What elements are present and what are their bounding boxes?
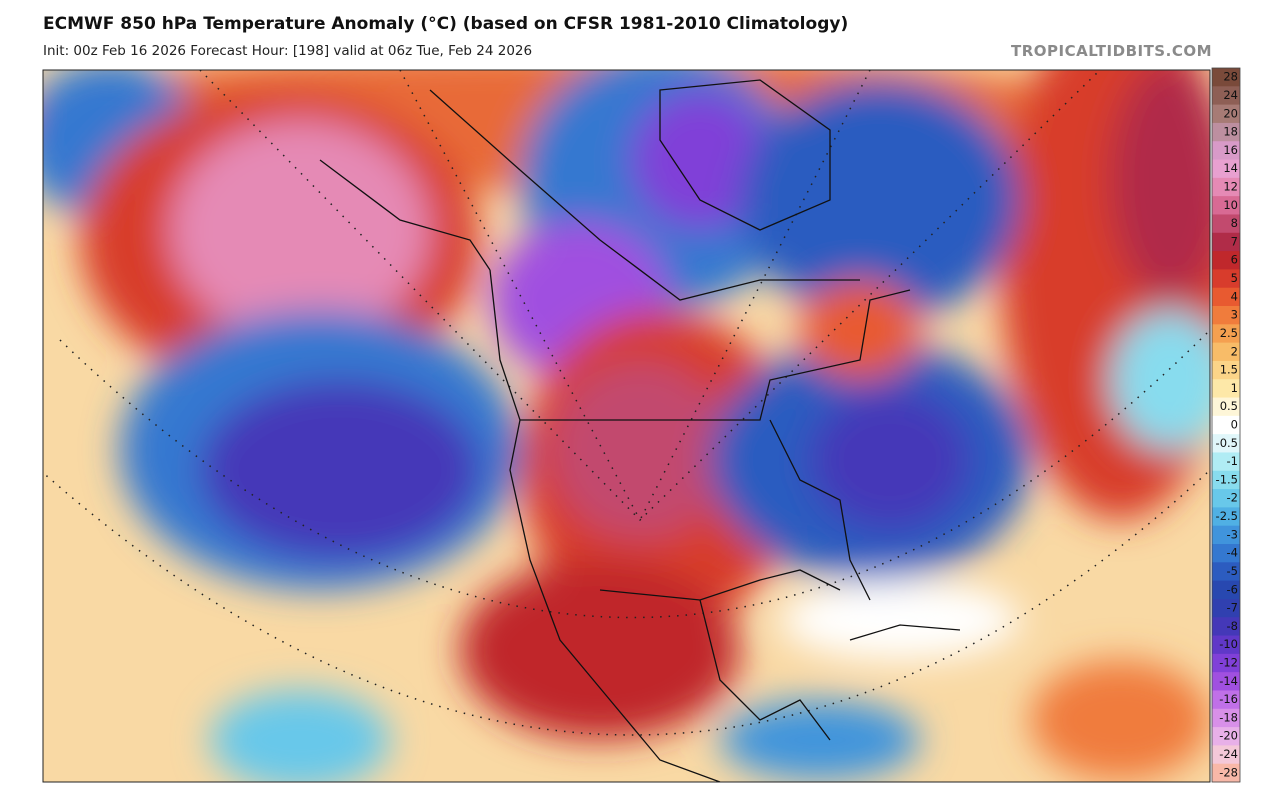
colorbar-label: 6 bbox=[1231, 253, 1238, 267]
colorbar-swatch bbox=[1212, 727, 1240, 746]
colorbar-label: -4 bbox=[1227, 546, 1238, 560]
colorbar-label: -2.5 bbox=[1216, 509, 1238, 523]
colorbar-swatch bbox=[1212, 196, 1240, 215]
colorbar-swatch bbox=[1212, 177, 1240, 197]
colorbar-swatch bbox=[1212, 745, 1240, 765]
colorbar-label: -18 bbox=[1219, 710, 1238, 724]
colorbar-label: -2 bbox=[1227, 491, 1238, 505]
colorbar-swatch bbox=[1212, 452, 1240, 472]
colorbar-label: 20 bbox=[1223, 106, 1238, 120]
colorbar-swatch bbox=[1212, 251, 1240, 270]
colorbar-label: -24 bbox=[1219, 747, 1238, 761]
colorbar-swatch bbox=[1212, 159, 1240, 179]
colorbar-label: 12 bbox=[1223, 180, 1238, 194]
colorbar-label: -8 bbox=[1227, 619, 1238, 633]
coastlines bbox=[319, 79, 961, 782]
colorbar-label: 2.5 bbox=[1220, 326, 1238, 340]
colorbar: 28 24 20 18 16 14 12 10 8 7 6 5 4 3 2.5 2 1.5 1 0.5 0 -0.5 -1… bbox=[1211, 67, 1241, 783]
colorbar-swatch bbox=[1212, 489, 1240, 508]
colorbar-label: 0.5 bbox=[1220, 399, 1238, 413]
colorbar-swatch bbox=[1212, 287, 1240, 307]
colorbar-label: 14 bbox=[1223, 161, 1238, 175]
colorbar-swatch bbox=[1212, 434, 1240, 453]
colorbar-swatch bbox=[1212, 544, 1240, 563]
colorbar-swatch bbox=[1212, 214, 1240, 234]
colorbar-swatch bbox=[1212, 525, 1240, 545]
colorbar-label: 1 bbox=[1231, 381, 1238, 395]
colorbar-swatch bbox=[1212, 562, 1240, 582]
colorbar-swatch bbox=[1212, 635, 1240, 655]
colorbar-label: -3 bbox=[1227, 527, 1238, 541]
colorbar-swatch bbox=[1212, 141, 1240, 161]
colorbar-swatch bbox=[1212, 104, 1240, 124]
colorbar-swatch bbox=[1212, 342, 1240, 362]
colorbar-swatch bbox=[1212, 360, 1240, 380]
colorbar-label: 10 bbox=[1223, 198, 1238, 212]
colorbar-label: 8 bbox=[1231, 216, 1238, 230]
colorbar-frame bbox=[1211, 67, 1241, 783]
map-title: ECMWF 850 hPa Temperature Anomaly (°C) (… bbox=[43, 14, 849, 34]
colorbar-label: 5 bbox=[1231, 271, 1238, 285]
colorbar-swatch bbox=[1212, 269, 1240, 289]
colorbar-swatch bbox=[1212, 507, 1240, 527]
colorbar-swatch bbox=[1212, 470, 1240, 490]
anomaly-field bbox=[43, 70, 1210, 782]
colorbar-label: 7 bbox=[1231, 234, 1238, 248]
colorbar-swatch bbox=[1212, 672, 1240, 691]
colorbar-swatch bbox=[1212, 415, 1240, 435]
colorbar-label: -14 bbox=[1219, 674, 1238, 688]
colorbar-label: -1 bbox=[1227, 454, 1238, 468]
colorbar-swatch bbox=[1212, 86, 1240, 106]
colorbar-swatch bbox=[1212, 580, 1240, 600]
colorbar-label: -0.5 bbox=[1216, 436, 1238, 450]
colorbar-label: 0 bbox=[1231, 418, 1238, 432]
colorbar-swatch bbox=[1212, 617, 1240, 637]
colorbar-label: -16 bbox=[1219, 692, 1238, 706]
graticule bbox=[43, 70, 1210, 736]
colorbar-label: -20 bbox=[1219, 729, 1238, 743]
colorbar-swatch bbox=[1212, 68, 1240, 87]
site-name: TROPICALTIDBITS.COM bbox=[1011, 42, 1212, 60]
colorbar-swatch bbox=[1212, 397, 1240, 417]
colorbar-label: -6 bbox=[1227, 582, 1238, 596]
colorbar-label: 4 bbox=[1231, 289, 1238, 303]
colorbar-label: -7 bbox=[1227, 601, 1238, 615]
colorbar-swatch bbox=[1212, 232, 1240, 252]
colorbar-label: 18 bbox=[1223, 125, 1238, 139]
colorbar-label: 1.5 bbox=[1220, 363, 1238, 377]
colorbar-label: 16 bbox=[1223, 143, 1238, 157]
colorbar-swatch bbox=[1212, 324, 1240, 344]
colorbar-swatch bbox=[1212, 708, 1240, 728]
colorbar-swatch bbox=[1212, 653, 1240, 673]
colorbar-swatch bbox=[1212, 306, 1240, 325]
map-frame bbox=[42, 69, 1211, 783]
colorbar-label: 28 bbox=[1223, 70, 1238, 84]
colorbar-label: -1.5 bbox=[1216, 472, 1238, 486]
colorbar-swatch bbox=[1212, 598, 1240, 618]
colorbar-label: 3 bbox=[1231, 308, 1238, 322]
colorbar-label: -10 bbox=[1219, 637, 1238, 651]
colorbar-label: 24 bbox=[1223, 88, 1238, 102]
colorbar-swatch bbox=[1212, 763, 1240, 783]
colorbar-label: 2 bbox=[1231, 344, 1238, 358]
colorbar-swatch bbox=[1212, 379, 1240, 399]
colorbar-label: -5 bbox=[1227, 564, 1238, 578]
map-subtitle: Init: 00z Feb 16 2026 Forecast Hour: [19… bbox=[43, 43, 533, 59]
colorbar-swatch bbox=[1212, 690, 1240, 710]
colorbar-label: -12 bbox=[1219, 656, 1238, 670]
colorbar-label: -28 bbox=[1219, 765, 1238, 779]
colorbar-swatch bbox=[1212, 122, 1240, 142]
